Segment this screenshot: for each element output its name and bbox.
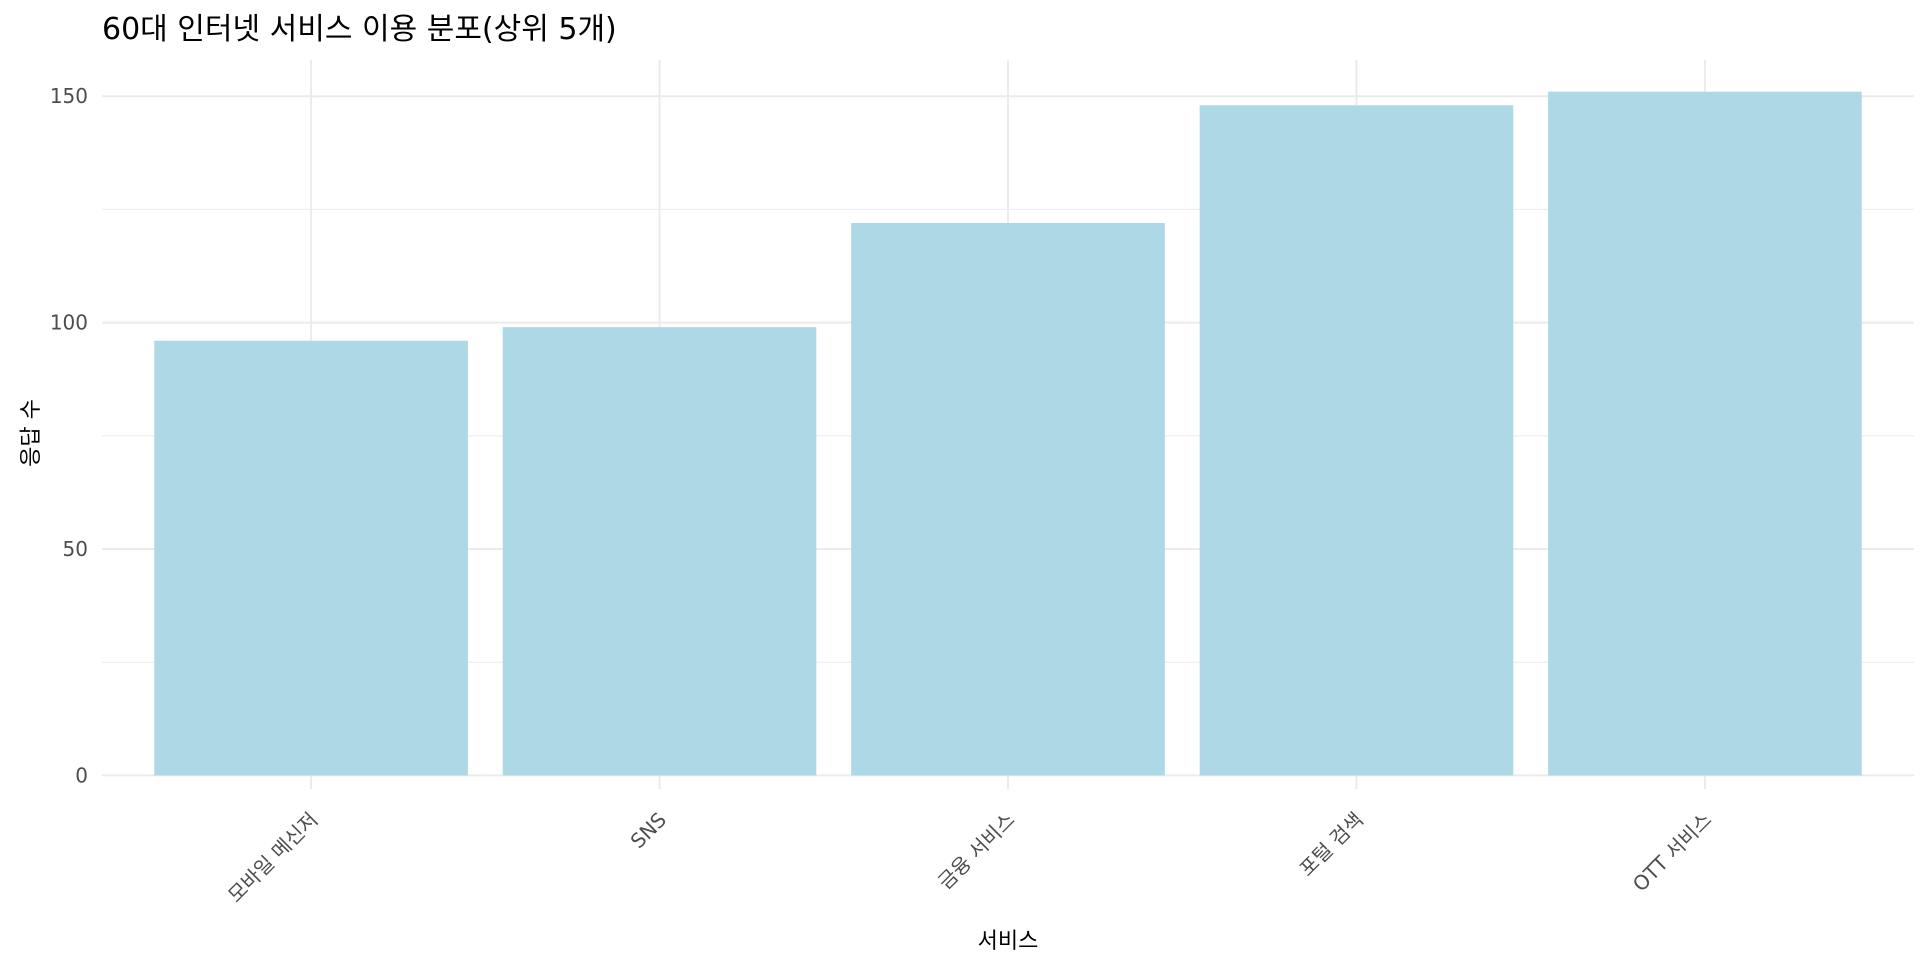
y-tick-label: 50	[63, 537, 88, 561]
y-tick-label: 0	[75, 763, 88, 787]
x-axis-title: 서비스	[978, 929, 1039, 954]
bar	[1199, 105, 1514, 776]
x-tick-label: 모바일 메신저	[223, 808, 323, 908]
x-tick-labels: 모바일 메신저 SNS 금융 서비스 포털 검색 OTT 서비스	[223, 808, 1716, 908]
bar	[154, 340, 468, 776]
bar	[851, 223, 1165, 776]
bar	[502, 327, 817, 776]
bars	[154, 91, 1862, 776]
x-tick-label: SNS	[626, 808, 672, 854]
y-tick-labels: 0 50 100 150	[50, 84, 88, 787]
y-tick-label: 100	[50, 311, 88, 335]
y-tick-label: 150	[50, 84, 88, 108]
bar	[1548, 91, 1862, 776]
y-axis-title: 응답 수	[19, 399, 44, 467]
x-tick-label: 금융 서비스	[933, 808, 1020, 895]
x-tick-label: OTT 서비스	[1628, 808, 1717, 897]
chart-title: 60대 인터넷 서비스 이용 분포(상위 5개)	[102, 12, 617, 47]
x-tick-label: 포털 검색	[1294, 808, 1368, 882]
